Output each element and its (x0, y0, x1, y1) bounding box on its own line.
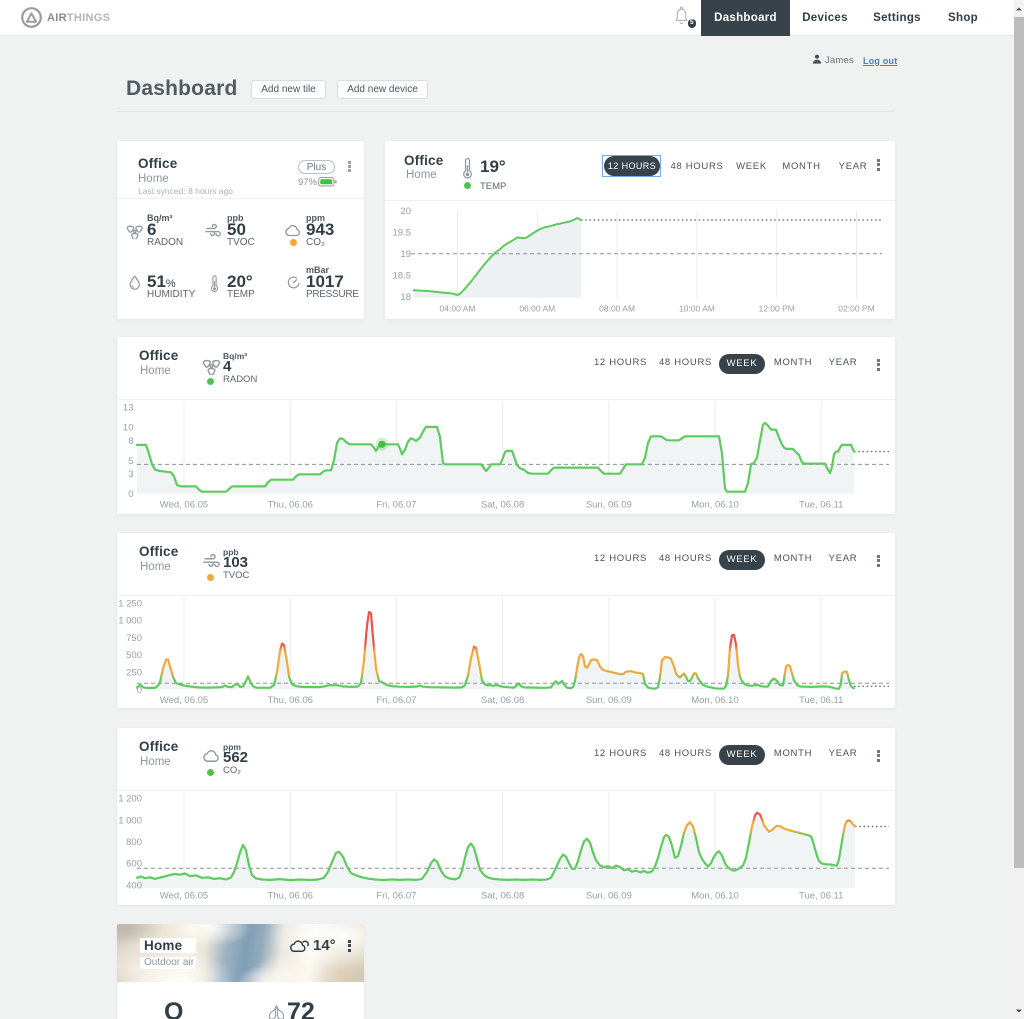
svg-text:Wed, 06.05: Wed, 06.05 (160, 695, 208, 706)
svg-text:10:00 AM: 10:00 AM (679, 304, 715, 314)
svg-text:04:00 AM: 04:00 AM (440, 304, 476, 314)
svg-text:Sun, 06.09: Sun, 06.09 (586, 695, 632, 706)
svg-text:0: 0 (128, 489, 133, 500)
svg-text:12:00 PM: 12:00 PM (759, 304, 795, 314)
svg-text:8: 8 (128, 436, 133, 447)
svg-text:Thu, 06.06: Thu, 06.06 (267, 695, 312, 706)
svg-text:06:00 AM: 06:00 AM (519, 304, 555, 314)
svg-text:Fri, 06.07: Fri, 06.07 (376, 695, 416, 706)
svg-text:18: 18 (400, 292, 411, 303)
svg-text:Mon, 06.10: Mon, 06.10 (691, 695, 739, 706)
svg-text:5: 5 (128, 456, 133, 467)
svg-text:19: 19 (400, 249, 411, 260)
svg-text:Tue, 06.11: Tue, 06.11 (799, 891, 843, 902)
svg-text:400: 400 (126, 880, 142, 891)
svg-text:Sat, 06.08: Sat, 06.08 (481, 500, 524, 511)
svg-text:600: 600 (126, 859, 142, 870)
svg-text:Thu, 06.06: Thu, 06.06 (267, 891, 312, 902)
svg-text:Sat, 06.08: Sat, 06.08 (481, 891, 524, 902)
svg-text:250: 250 (126, 668, 142, 679)
svg-text:Thu, 06.06: Thu, 06.06 (267, 500, 312, 511)
svg-text:500: 500 (126, 650, 142, 661)
svg-text:Fri, 06.07: Fri, 06.07 (376, 891, 416, 902)
svg-text:Mon, 06.10: Mon, 06.10 (691, 891, 739, 902)
svg-text:1 250: 1 250 (118, 598, 142, 609)
svg-text:Tue, 06.11: Tue, 06.11 (799, 500, 843, 511)
svg-text:1 200: 1 200 (118, 794, 142, 805)
svg-text:02:00 PM: 02:00 PM (838, 304, 874, 314)
svg-text:13: 13 (123, 402, 134, 413)
svg-text:20: 20 (400, 206, 411, 217)
svg-text:Sat, 06.08: Sat, 06.08 (481, 695, 524, 706)
svg-text:Sun, 06.09: Sun, 06.09 (586, 891, 632, 902)
svg-text:18.5: 18.5 (393, 270, 412, 281)
svg-text:1 000: 1 000 (118, 616, 142, 627)
svg-text:1 000: 1 000 (118, 815, 142, 826)
svg-text:Sun, 06.09: Sun, 06.09 (586, 500, 632, 511)
svg-text:750: 750 (126, 633, 142, 644)
svg-text:3: 3 (128, 469, 133, 480)
svg-text:Tue, 06.11: Tue, 06.11 (799, 695, 843, 706)
svg-text:Mon, 06.10: Mon, 06.10 (691, 500, 739, 511)
svg-text:Wed, 06.05: Wed, 06.05 (160, 500, 208, 511)
svg-text:0: 0 (137, 685, 142, 696)
svg-text:Wed, 06.05: Wed, 06.05 (160, 891, 208, 902)
svg-text:Fri, 06.07: Fri, 06.07 (376, 500, 416, 511)
svg-text:08:00 AM: 08:00 AM (599, 304, 635, 314)
svg-text:19.5: 19.5 (393, 227, 412, 238)
svg-text:800: 800 (126, 837, 142, 848)
svg-text:10: 10 (123, 422, 134, 433)
